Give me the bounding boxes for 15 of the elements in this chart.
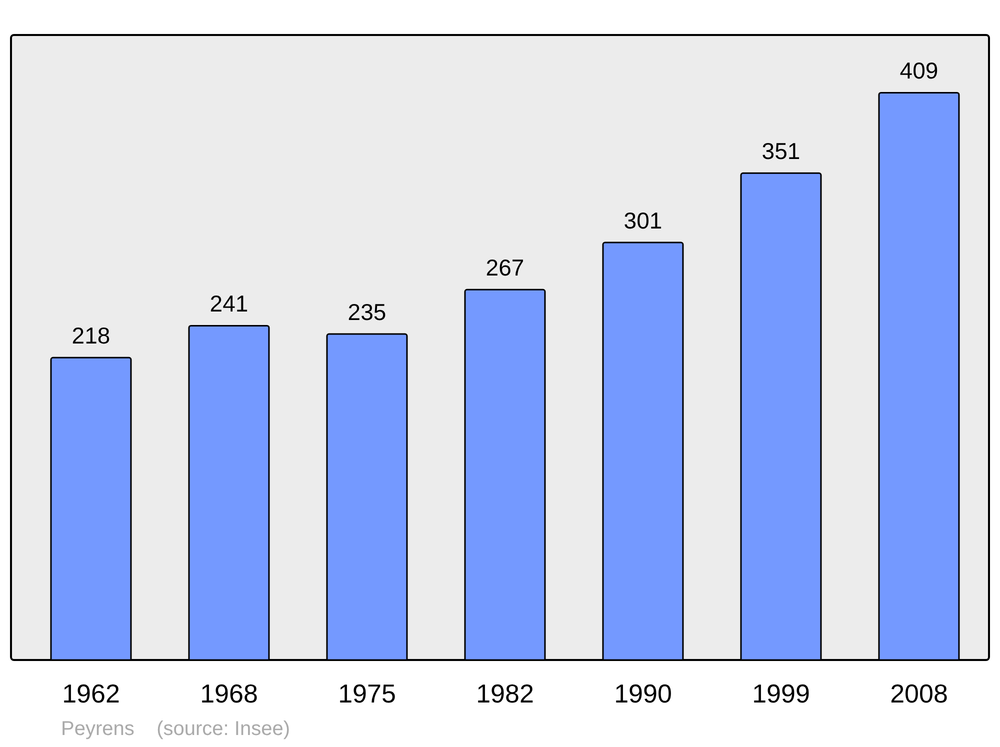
x-tick-label: 1968 bbox=[200, 678, 258, 708]
x-tick-label: 2008 bbox=[890, 678, 948, 708]
data-label: 409 bbox=[900, 58, 938, 84]
data-label: 218 bbox=[72, 322, 110, 349]
data-label: 235 bbox=[348, 299, 386, 326]
x-tick-label: 1962 bbox=[62, 678, 120, 708]
data-label: 241 bbox=[210, 290, 248, 317]
x-tick-label: 1982 bbox=[476, 678, 534, 708]
x-tick-label: 1990 bbox=[614, 678, 672, 708]
data-label: 351 bbox=[762, 138, 800, 164]
x-tick-label: 1999 bbox=[752, 678, 810, 708]
text: Peyrens (source: Insee) bbox=[61, 718, 290, 741]
x-tick-label: 1975 bbox=[338, 678, 396, 708]
data-label: 301 bbox=[624, 208, 662, 234]
data-label: 267 bbox=[486, 254, 524, 281]
